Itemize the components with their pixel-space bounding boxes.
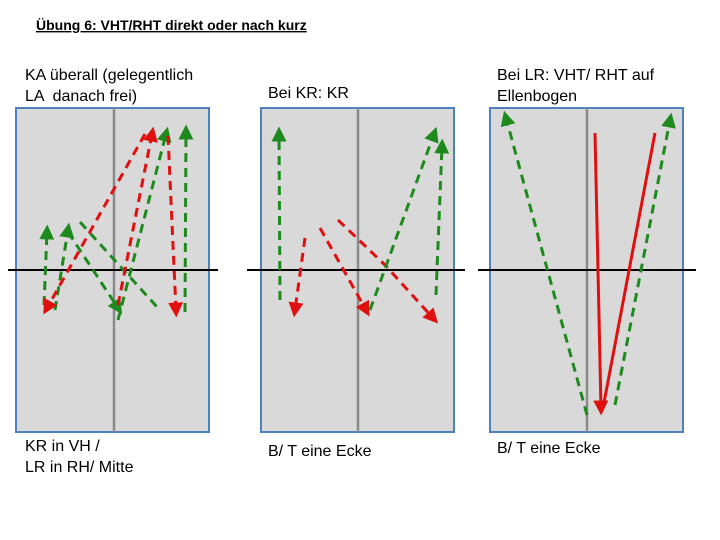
top-label: Bei KR: KR xyxy=(268,85,349,102)
bottom-label: LR in RH/ Mitte xyxy=(25,459,134,476)
arrow xyxy=(78,220,160,310)
arrow xyxy=(318,227,370,317)
arrow xyxy=(178,124,194,313)
arrow xyxy=(601,132,657,409)
arrow xyxy=(288,237,307,318)
panel: KA überall (gelegentlich LA danach frei)… xyxy=(8,67,218,476)
top-label: KA überall (gelegentlich xyxy=(25,67,193,84)
arrow xyxy=(368,126,439,311)
arrow xyxy=(500,110,589,416)
arrow xyxy=(593,132,609,416)
arrow xyxy=(53,222,75,311)
arrow xyxy=(271,126,287,301)
bottom-label: KR in VH / xyxy=(25,438,100,455)
panel: Bei KR: KR B/ T eine Ecke xyxy=(247,85,465,460)
arrow xyxy=(613,112,676,406)
arrow xyxy=(66,231,123,315)
arrow xyxy=(39,224,55,306)
panel: Bei LR: VHT/ RHT auf Ellenbogen B/ T ein… xyxy=(478,67,696,457)
title: Übung 6: VHT/RHT direkt oder nach kurz xyxy=(36,17,307,33)
arrow xyxy=(43,133,147,315)
top-label: Bei LR: VHT/ RHT auf xyxy=(497,67,655,84)
arrow xyxy=(434,138,450,296)
top-label: Ellenbogen xyxy=(497,88,577,105)
bottom-label: B/ T eine Ecke xyxy=(268,443,372,460)
arrow xyxy=(116,126,172,321)
top-label: LA danach frei) xyxy=(25,88,137,105)
bottom-label: B/ T eine Ecke xyxy=(497,440,601,457)
